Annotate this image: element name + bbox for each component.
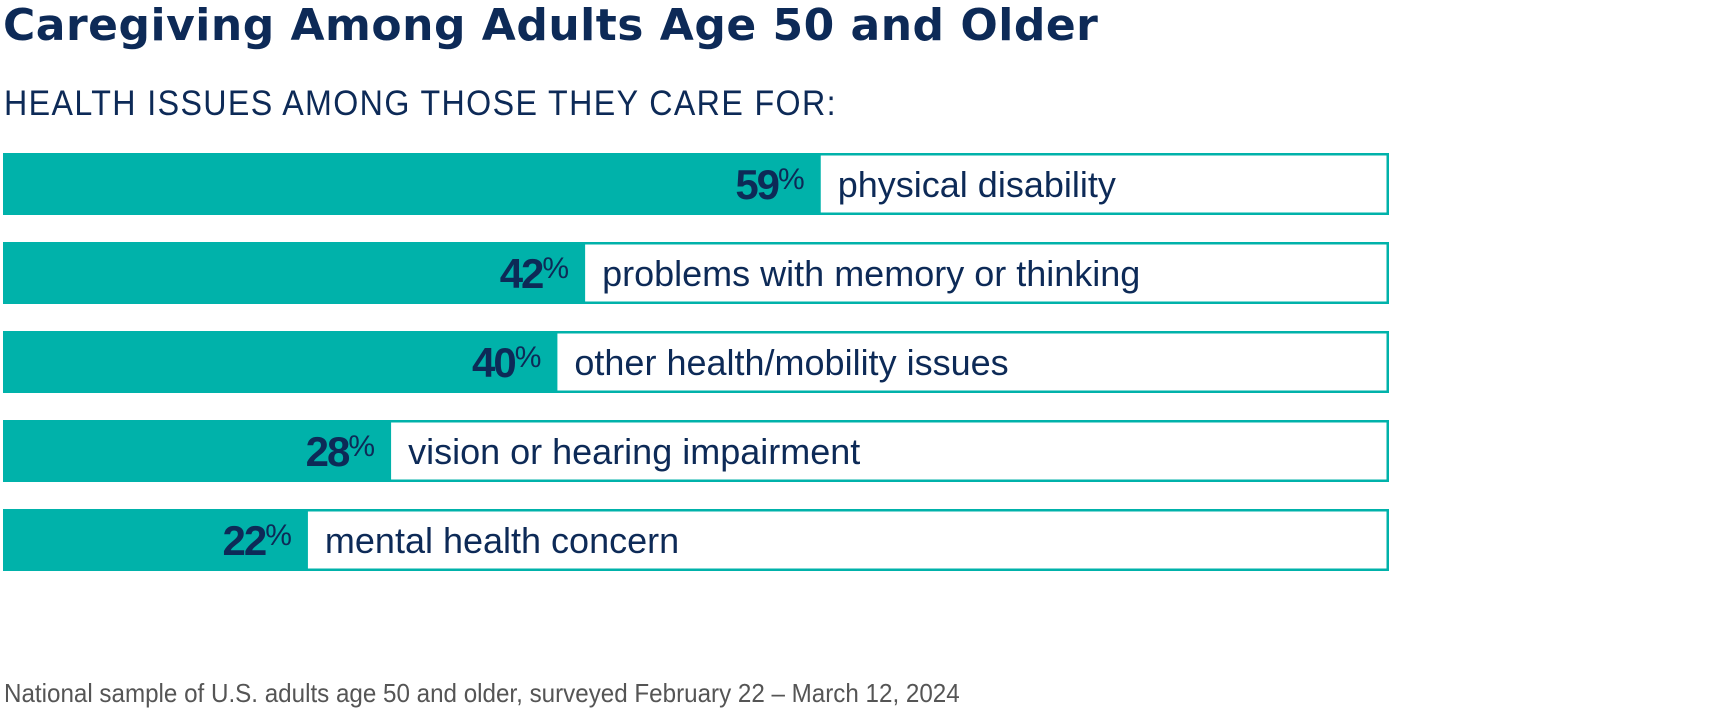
- bar-category-label: physical disability: [838, 164, 1116, 205]
- chart-footnote: National sample of U.S. adults age 50 an…: [4, 678, 960, 708]
- bar: [3, 153, 821, 215]
- bar-category-label: vision or hearing impairment: [408, 431, 860, 472]
- bar: [3, 509, 308, 571]
- bar-value-label: 42%: [500, 250, 569, 297]
- bar-value-label: 22%: [223, 517, 292, 564]
- bar: [3, 331, 558, 393]
- bar-value-label: 40%: [472, 339, 541, 386]
- bar-category-label: mental health concern: [325, 520, 679, 561]
- bar-value-label: 28%: [306, 428, 375, 475]
- chart-subtitle: HEALTH ISSUES AMONG THOSE THEY CARE FOR:: [4, 84, 837, 123]
- bar: [3, 242, 586, 304]
- chart-title: Caregiving Among Adults Age 50 and Older: [3, 0, 1099, 51]
- bar-category-label: other health/mobility issues: [574, 342, 1008, 383]
- bar: [3, 420, 392, 482]
- bar-category-label: problems with memory or thinking: [602, 253, 1140, 294]
- bar-value-label: 59%: [735, 161, 804, 208]
